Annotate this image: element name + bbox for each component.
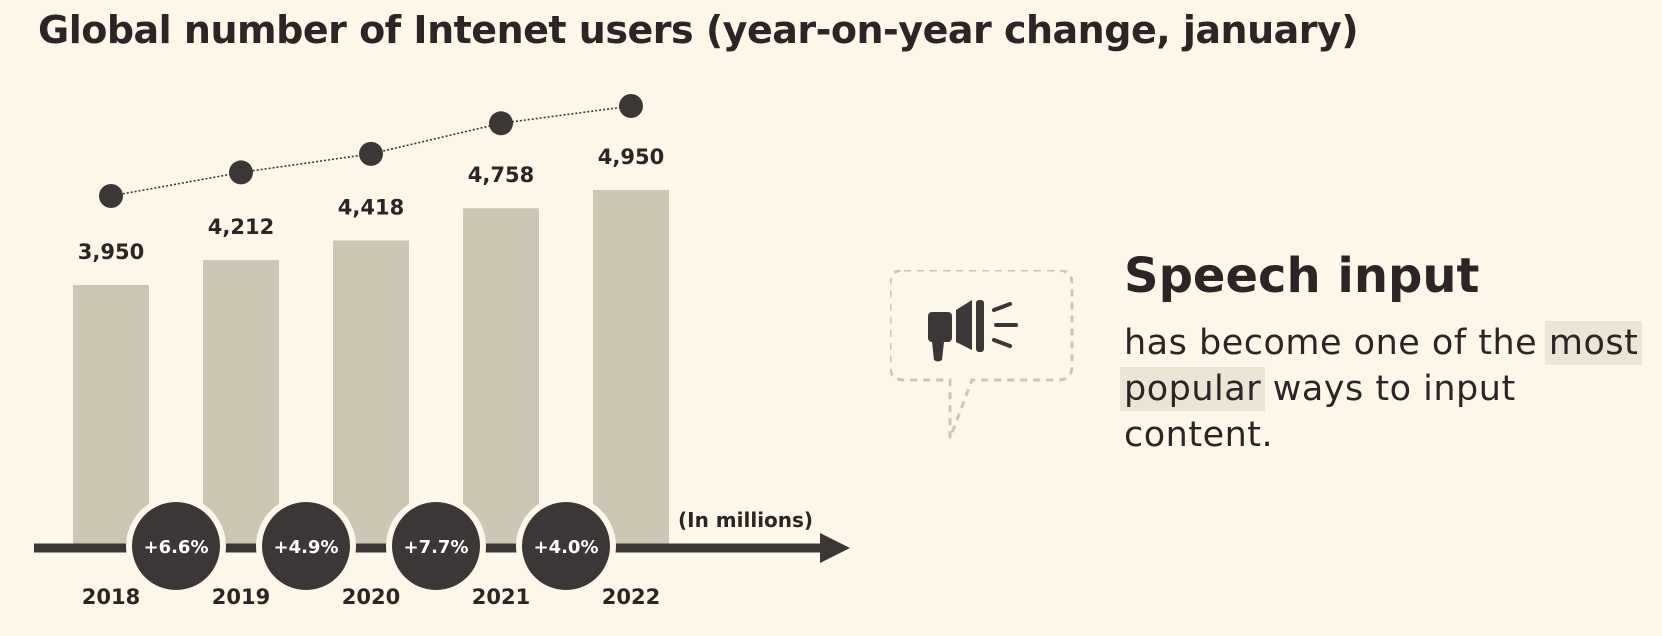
value-label-2018: 3,950 xyxy=(78,240,144,264)
bar-2020 xyxy=(333,240,409,547)
value-label-2019: 4,212 xyxy=(208,215,274,239)
change-label-3: +4.0% xyxy=(533,537,598,558)
speech-body-text: has become one of the xyxy=(1124,323,1538,363)
bar-2018 xyxy=(73,285,149,546)
year-label-2022: 2022 xyxy=(602,585,660,609)
year-label-2020: 2020 xyxy=(342,585,400,609)
highlight-popular: popular xyxy=(1120,367,1266,411)
highlight-most: most xyxy=(1544,321,1643,365)
trend-point-2019 xyxy=(229,160,253,185)
trend-line xyxy=(110,105,632,197)
value-label-2022: 4,950 xyxy=(598,145,664,169)
change-label-0: +6.6% xyxy=(143,537,208,558)
megaphone-icon xyxy=(928,300,1018,362)
bars-group xyxy=(73,190,669,547)
trend-point-2021 xyxy=(489,111,513,136)
year-label-2021: 2021 xyxy=(472,585,530,609)
speech-bubble xyxy=(890,270,1074,439)
bar-2021 xyxy=(463,208,539,547)
speech-heading: Speech input xyxy=(1124,248,1480,304)
value-labels-group: 3,950 4,212 4,418 4,758 4,950 xyxy=(78,145,664,264)
speech-bubble-outline xyxy=(890,270,1074,439)
change-label-2: +7.7% xyxy=(403,537,468,558)
change-badge-fill-1 xyxy=(262,502,350,590)
value-label-2021: 4,758 xyxy=(468,163,534,187)
value-label-2020: 4,418 xyxy=(338,196,404,220)
year-label-2019: 2019 xyxy=(212,585,270,609)
trend-point-2018 xyxy=(99,184,123,208)
bar-chart: 3,950 4,212 4,418 4,758 4,950 +6.6% +4.9% +7.7… xyxy=(34,94,850,609)
change-badge-fill-2 xyxy=(392,502,480,590)
x-axis-arrow-icon xyxy=(820,533,850,563)
change-badge-fill-3 xyxy=(522,502,610,590)
speech-body-rest: ways to input content. xyxy=(1124,369,1516,455)
speech-body: has become one of the most popular ways t… xyxy=(1120,320,1644,458)
changes-group: +6.6% +4.9% +7.7% +4.0% xyxy=(126,496,616,596)
trend-point-2020 xyxy=(359,141,383,166)
change-badge-fill-0 xyxy=(132,502,220,590)
bar-2022 xyxy=(593,190,669,546)
change-label-1: +4.9% xyxy=(273,537,338,558)
year-label-2018: 2018 xyxy=(82,585,140,609)
bar-2019 xyxy=(203,260,279,546)
trend-points-group xyxy=(99,94,643,208)
year-labels-group: 2018 2019 2020 2021 2022 xyxy=(82,585,660,609)
trend-point-2022 xyxy=(619,94,643,118)
chart-title: Global number of Intenet users (year-on-… xyxy=(38,8,1359,52)
unit-label: (In millions) xyxy=(678,508,813,532)
